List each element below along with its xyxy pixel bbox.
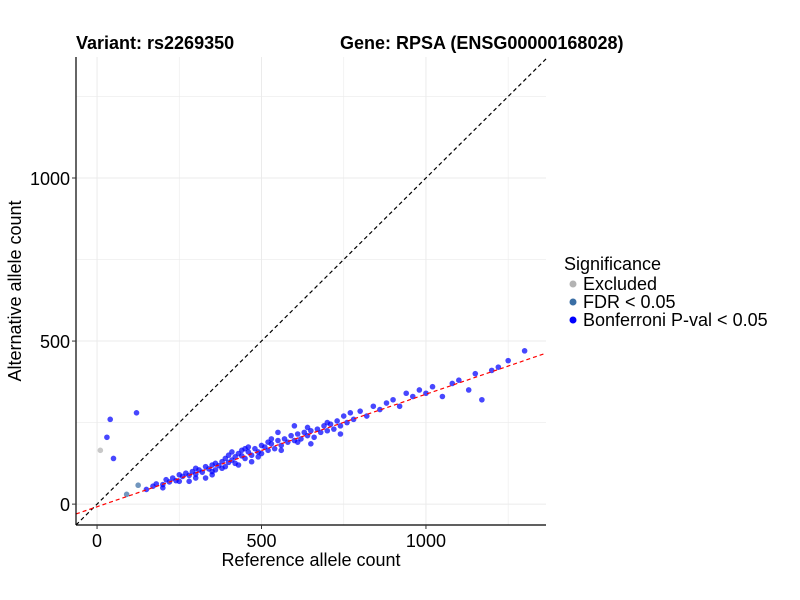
- y-tick-label: 0: [60, 495, 70, 515]
- data-point: [176, 478, 183, 485]
- y-tick-label: 1000: [30, 169, 70, 189]
- data-point: [311, 434, 317, 441]
- data-point: [110, 455, 117, 462]
- data-point: [255, 454, 262, 460]
- chart-title-variant: Variant: rs2269350: [76, 33, 234, 53]
- data-point: [242, 445, 248, 452]
- data-point: [222, 463, 229, 470]
- legend-entry-label: Excluded: [583, 274, 657, 294]
- data-point: [357, 408, 363, 414]
- data-point: [268, 436, 275, 442]
- data-point: [383, 400, 390, 406]
- data-point: [275, 437, 281, 444]
- data-point: [229, 449, 235, 455]
- data-point: [495, 364, 502, 370]
- data-point: [403, 390, 410, 397]
- chart-title-gene: Gene: RPSA (ENSG00000168028): [340, 33, 623, 53]
- data-point: [265, 447, 271, 454]
- data-point: [235, 462, 242, 468]
- data-point: [363, 413, 370, 419]
- data-point: [465, 387, 472, 393]
- data-point: [505, 357, 511, 364]
- legend-entry-label: FDR < 0.05: [583, 292, 676, 312]
- grid-lines: [76, 57, 546, 525]
- reference-line-identity: [75, 58, 547, 526]
- legend-key-dot: [569, 298, 577, 306]
- data-point: [160, 485, 166, 491]
- data-point: [275, 429, 281, 436]
- data-point: [331, 426, 337, 432]
- data-point: [390, 396, 396, 403]
- data-point: [347, 410, 354, 416]
- data-point: [294, 431, 301, 437]
- data-point: [337, 431, 344, 437]
- x-tick-label: 0: [92, 531, 102, 551]
- legend-key-dot: [569, 316, 577, 324]
- data-point: [268, 440, 275, 447]
- data-point: [278, 447, 285, 454]
- data-point: [135, 482, 141, 489]
- data-point: [97, 447, 104, 454]
- data-point: [416, 387, 423, 393]
- data-point: [337, 423, 344, 429]
- data-point: [456, 377, 462, 383]
- legend-title: Significance: [564, 254, 661, 274]
- data-point: [104, 434, 110, 441]
- data-point: [377, 406, 383, 413]
- legend-entry-label: Bonferroni P-val < 0.05: [583, 310, 768, 330]
- reference-line-fit: [75, 352, 547, 515]
- y-axis-label: Alternative allele count: [5, 200, 25, 381]
- data-point: [271, 445, 278, 452]
- data-point: [291, 423, 298, 429]
- data-point: [212, 467, 219, 473]
- data-point: [439, 393, 446, 400]
- data-point: [192, 475, 199, 481]
- data-point: [488, 367, 495, 374]
- data-point: [423, 390, 429, 397]
- data-point: [304, 424, 311, 431]
- y-tick-label: 500: [40, 332, 70, 352]
- data-point: [308, 440, 314, 447]
- x-tick-label: 1000: [406, 531, 446, 551]
- data-point: [340, 413, 347, 419]
- data-point: [107, 416, 114, 423]
- data-point: [334, 418, 340, 424]
- data-point: [350, 416, 357, 423]
- data-point: [294, 439, 301, 445]
- data-point: [324, 427, 331, 434]
- data-point: [209, 471, 215, 478]
- data-point: [133, 410, 140, 416]
- data-point: [278, 442, 285, 449]
- data-point: [248, 458, 255, 465]
- x-axis-label: Reference allele count: [221, 550, 400, 570]
- data-point: [186, 478, 192, 485]
- data-point: [123, 491, 130, 498]
- data-point: [317, 429, 324, 436]
- legend-key-dot: [569, 280, 577, 288]
- reference-lines: [75, 58, 547, 526]
- data-point: [153, 481, 160, 487]
- data-point: [396, 403, 403, 410]
- data-point: [288, 432, 294, 439]
- axis-ticks: 0 500 1000 0 500 1000: [30, 169, 446, 551]
- data-point: [143, 486, 150, 493]
- data-point: [479, 396, 485, 403]
- data-point: [521, 348, 528, 354]
- data-point: [324, 419, 331, 426]
- x-tick-label: 500: [246, 531, 276, 551]
- data-point: [370, 403, 377, 410]
- data-point: [429, 383, 436, 390]
- data-point: [472, 370, 479, 377]
- data-point: [202, 475, 209, 481]
